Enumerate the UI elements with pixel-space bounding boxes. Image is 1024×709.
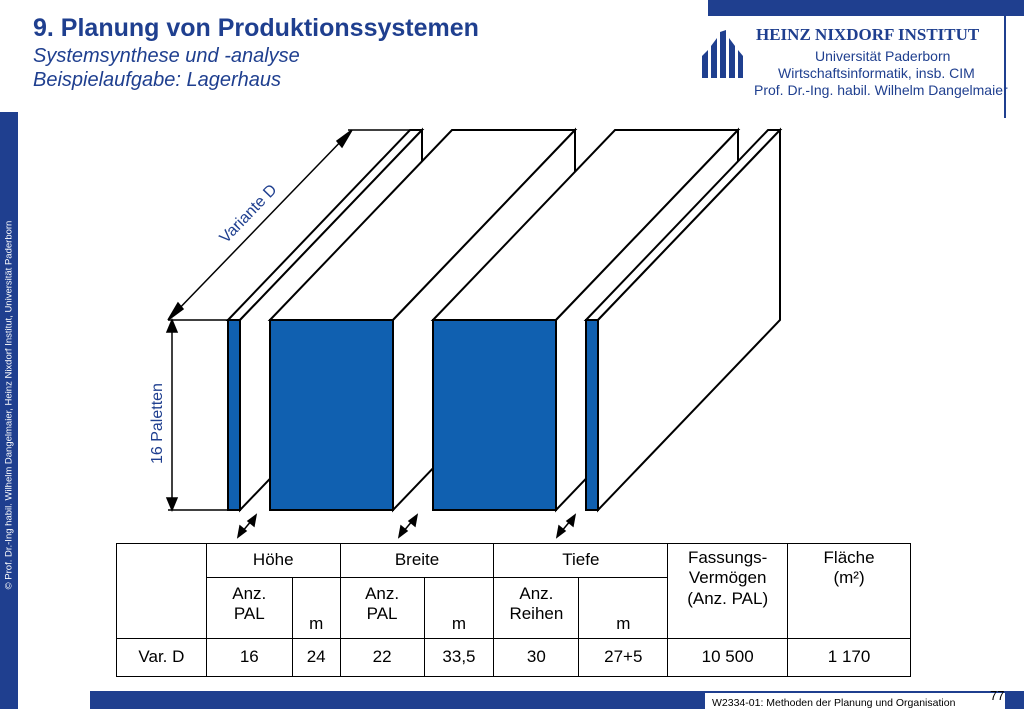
header-hoehe: Höhe [205, 543, 341, 578]
header-fassungsvermoegen: Fassungs- Vermögen (Anz. PAL) [667, 543, 789, 639]
subheader-hoehe-anz: Anz. [232, 584, 267, 603]
subheader-breite-pal: Anz. PAL [339, 577, 425, 639]
aisle-arrow-2 [397, 513, 419, 539]
subheader-hoehe-unit: PAL [233, 604, 265, 624]
institute-university: Universität Paderborn [815, 48, 951, 64]
institute-logo-icon [702, 30, 743, 78]
height-dimension [165, 318, 228, 512]
subheader-breite-anz: Anz. [365, 584, 400, 603]
height-label: 16 Paletten [149, 383, 166, 464]
subheader-tiefe-unit: Reihen [509, 604, 564, 624]
header-fassung-line2: Vermögen [688, 568, 767, 588]
cell-hoehe-m: 24 [291, 638, 341, 677]
copyright-notice: © Prof. Dr.-Ing habil. Wilhelm Dangelmai… [0, 112, 18, 697]
header-flaeche-line2: (m²) [833, 568, 865, 588]
cell-flaeche: 1 170 [787, 638, 911, 677]
sidebar-band [0, 112, 18, 709]
footer-label-box [705, 693, 1005, 709]
rack-4 [583, 127, 783, 513]
subheader-hoehe-pal: Anz. PAL [205, 577, 293, 639]
header-breite: Breite [339, 543, 495, 578]
warehouse-variant-table: Höhe Breite Tiefe Fassungs- Vermögen (An… [116, 543, 911, 677]
cell-tiefe-m: 27+5 [578, 638, 669, 677]
copyright-text: © Prof. Dr.-Ing habil. Wilhelm Dangelmai… [3, 220, 15, 589]
page-subtitle: Systemsynthese und -analyse [33, 45, 300, 67]
header-bar [708, 0, 1024, 16]
warehouse-rack-diagram: Variante D 16 Paletten [149, 127, 783, 539]
institute-professor: Prof. Dr.-Ing. habil. Wilhelm Dangelmaie… [754, 82, 1008, 98]
institute-name: HEINZ NIXDORF INSTITUT [756, 25, 980, 44]
subheader-hoehe-m: m [291, 577, 341, 639]
header-fassung-line3: (Anz. PAL) [687, 588, 769, 608]
cell-breite-m: 33,5 [423, 638, 495, 677]
subheader-tiefe-reihen: Anz. Reihen [493, 577, 580, 639]
header-divider [1004, 0, 1006, 118]
page-title: 9. Planung von Produktionssystemen [33, 14, 479, 42]
header-fassung-line1: Fassungs- [687, 548, 768, 567]
subheader-breite-m: m [423, 577, 495, 639]
footer-course: W2334-01: Methoden der Planung und Organ… [712, 697, 956, 709]
aisle-arrow-1 [236, 513, 258, 539]
subheader-tiefe-m: m [578, 577, 669, 639]
cell-fassung: 10 500 [667, 638, 789, 677]
cell-tiefe-reihen: 30 [493, 638, 580, 677]
table-corner-cell [116, 543, 207, 639]
aisle-arrow-3 [555, 513, 577, 539]
subheader-tiefe-anz: Anz. [519, 584, 554, 603]
institute-department: Wirtschaftsinformatik, insb. CIM [778, 65, 975, 81]
row-label: Var. D [116, 638, 207, 677]
page-number: 77 [990, 688, 1005, 703]
depth-dimension [167, 129, 410, 321]
cell-breite-pal: 22 [339, 638, 425, 677]
subheader-breite-unit: PAL [366, 604, 398, 624]
header-flaeche: Fläche (m²) [787, 543, 911, 639]
page-subtitle-task: Beispielaufgabe: Lagerhaus [33, 69, 281, 91]
header-flaeche-line1: Fläche [823, 548, 875, 567]
header-tiefe: Tiefe [493, 543, 669, 578]
cell-hoehe-pal: 16 [205, 638, 293, 677]
